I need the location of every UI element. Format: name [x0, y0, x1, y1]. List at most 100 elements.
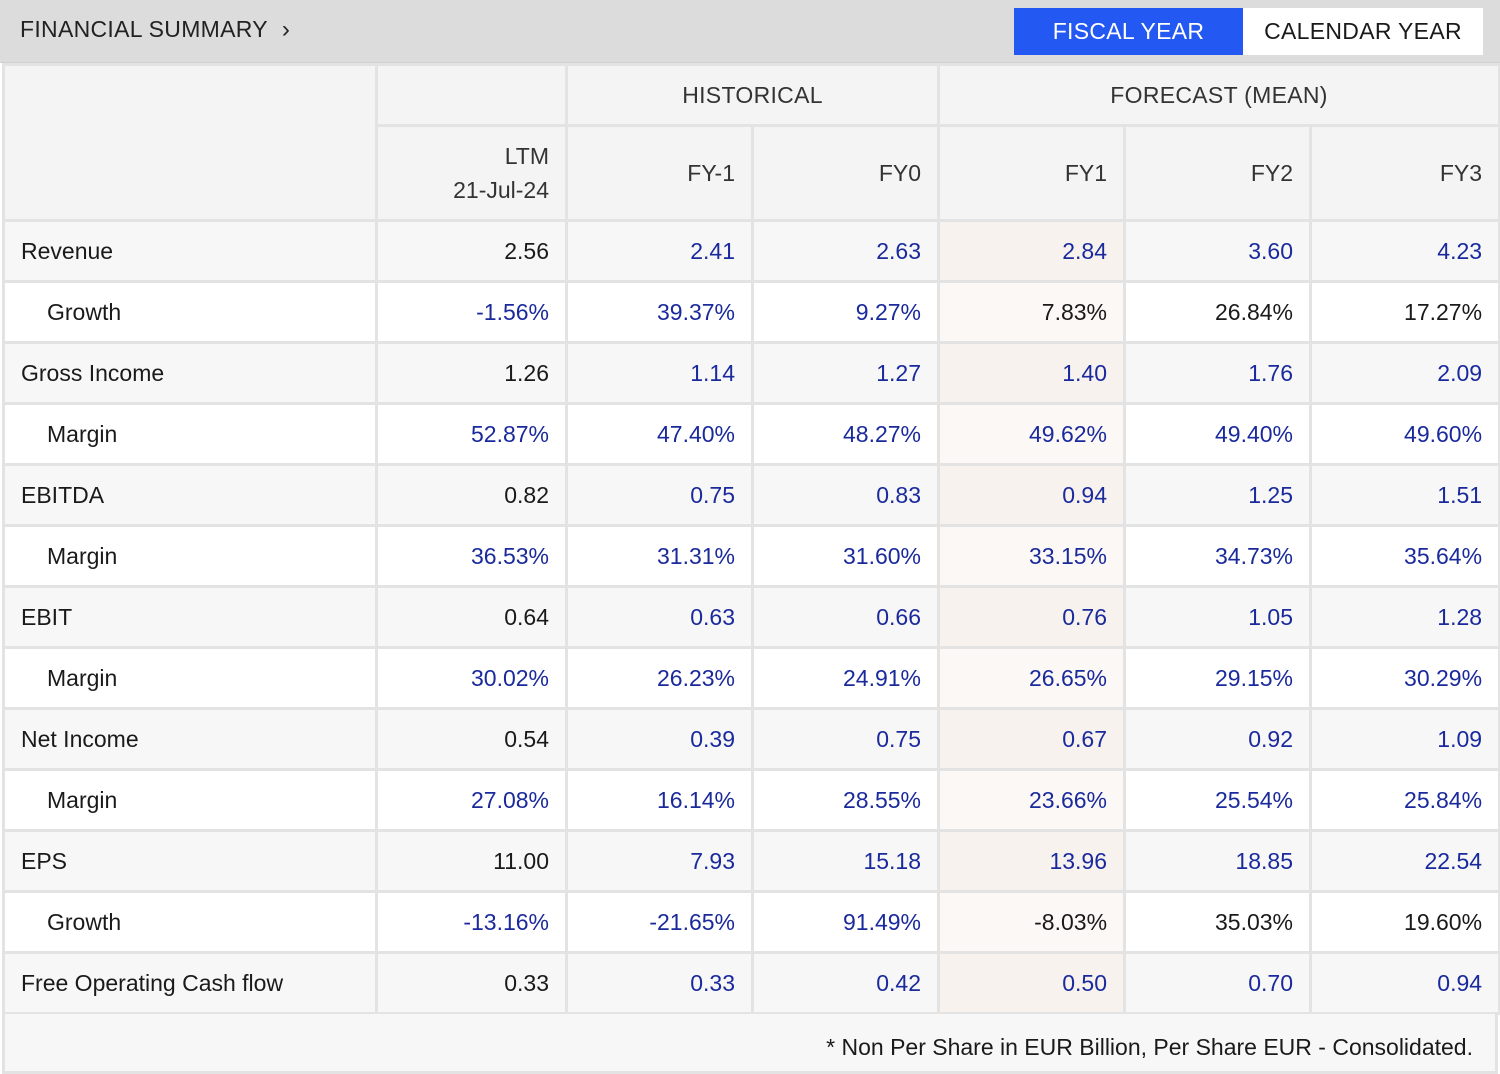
footnote: * Non Per Share in EUR Billion, Per Shar… — [826, 1034, 1473, 1060]
calendar-year-button[interactable]: CALENDAR YEAR — [1243, 8, 1483, 55]
cell-value: 15.18 — [750, 829, 941, 893]
cell-value: 0.76 — [937, 585, 1127, 649]
group-header-forecast: FORECAST (MEAN) — [937, 63, 1500, 127]
period-toggle: FISCAL YEAR CALENDAR YEAR — [1014, 8, 1483, 55]
table-row: EPS 11.00 7.93 15.18 13.96 18.85 22.54 — [2, 829, 1500, 893]
cell-value: 2.56 — [375, 219, 568, 283]
cell-value: 0.66 — [750, 585, 941, 649]
cell-value: 1.25 — [1123, 463, 1313, 527]
cell-value: 23.66% — [937, 768, 1127, 832]
cell-value: 28.55% — [750, 768, 941, 832]
cell-value: 3.60 — [1123, 219, 1313, 283]
financial-summary-header: FINANCIAL SUMMARY › FISCAL YEAR CALENDAR… — [0, 0, 1500, 63]
cell-value: 2.09 — [1309, 341, 1500, 405]
cell-value: 2.84 — [937, 219, 1127, 283]
table-row: Margin 30.02% 26.23% 24.91% 26.65% 29.15% 30.2… — [2, 646, 1500, 710]
cell-value: 49.60% — [1309, 402, 1500, 466]
cell-value: 1.40 — [937, 341, 1127, 405]
chevron-right-icon: › — [281, 15, 291, 43]
cell-value: 47.40% — [565, 402, 754, 466]
column-header-label: FY0 — [878, 160, 922, 186]
row-label: Net Income — [2, 707, 378, 771]
cell-value: 0.82 — [375, 463, 568, 527]
cell-value: 1.28 — [1309, 585, 1500, 649]
cell-value: 7.93 — [565, 829, 754, 893]
cell-value: 0.75 — [750, 707, 941, 771]
table-row: Net Income 0.54 0.39 0.75 0.67 0.92 1.09 — [2, 707, 1500, 771]
cell-value: 0.33 — [375, 951, 568, 1015]
cell-value: 17.27% — [1309, 280, 1500, 344]
cell-value: 34.73% — [1123, 524, 1313, 588]
cell-value: -21.65% — [565, 890, 754, 954]
fiscal-year-button[interactable]: FISCAL YEAR — [1014, 8, 1243, 55]
cell-value: 18.85 — [1123, 829, 1313, 893]
cell-value: 19.60% — [1309, 890, 1500, 954]
cell-value: 4.23 — [1309, 219, 1500, 283]
cell-value: 27.08% — [375, 768, 568, 832]
cell-value: 25.84% — [1309, 768, 1500, 832]
column-header-date: 21-Jul-24 — [453, 177, 549, 203]
cell-value: 16.14% — [565, 768, 754, 832]
column-header-label: FY3 — [1439, 160, 1483, 186]
cell-value: 48.27% — [750, 402, 941, 466]
cell-value: -1.56% — [375, 280, 568, 344]
cell-value: 1.09 — [1309, 707, 1500, 771]
table-row: EBITDA 0.82 0.75 0.83 0.94 1.25 1.51 — [2, 463, 1500, 527]
table-row: Margin 36.53% 31.31% 31.60% 33.15% 34.73% 35.6… — [2, 524, 1500, 588]
cell-value: 49.40% — [1123, 402, 1313, 466]
cell-value: 36.53% — [375, 524, 568, 588]
row-label: EBIT — [2, 585, 378, 649]
cell-value: 49.62% — [937, 402, 1127, 466]
column-header-fy3: FY3 — [1309, 124, 1500, 222]
column-header-fy0: FY0 — [750, 124, 941, 222]
cell-value: 13.96 — [937, 829, 1127, 893]
cell-value: -13.16% — [375, 890, 568, 954]
row-label: EPS — [2, 829, 378, 893]
table-row: Growth -1.56% 39.37% 9.27% 7.83% 26.84% 17.27% — [2, 280, 1500, 344]
cell-value: -8.03% — [937, 890, 1127, 954]
cell-value: 1.51 — [1309, 463, 1500, 527]
cell-value: 31.60% — [750, 524, 941, 588]
column-header-ltm: LTM 21-Jul-24 — [375, 124, 568, 222]
column-header-fy-1: FY-1 — [565, 124, 754, 222]
table-row: Revenue 2.56 2.41 2.63 2.84 3.60 4.23 — [2, 219, 1500, 283]
column-header-label: FY1 — [1064, 160, 1108, 186]
cell-value: 1.27 — [750, 341, 941, 405]
cell-value: 24.91% — [750, 646, 941, 710]
financial-summary-link[interactable]: FINANCIAL SUMMARY › — [20, 16, 290, 43]
table-row: Gross Income 1.26 1.14 1.27 1.40 1.76 2.09 — [2, 341, 1500, 405]
cell-value: 26.23% — [565, 646, 754, 710]
table-row: Growth -13.16% -21.65% 91.49% -8.03% 35.03% 19… — [2, 890, 1500, 954]
column-header-row: LTM 21-Jul-24 FY-1 FY0 FY1 FY2 FY3 — [4, 124, 1500, 222]
cell-value: 0.64 — [375, 585, 568, 649]
table-row: EBIT 0.64 0.63 0.66 0.76 1.05 1.28 — [2, 585, 1500, 649]
column-header-label: FY-1 — [687, 160, 735, 186]
cell-value: 2.41 — [565, 219, 754, 283]
row-label: Margin — [2, 646, 378, 710]
cell-value: 2.63 — [750, 219, 941, 283]
cell-value: 0.54 — [375, 707, 568, 771]
cell-value: 1.26 — [375, 341, 568, 405]
cell-value: 0.75 — [565, 463, 754, 527]
cell-value: 26.65% — [937, 646, 1127, 710]
row-label: Revenue — [2, 219, 378, 283]
column-header-label: LTM — [504, 143, 549, 169]
cell-value: 0.94 — [1309, 951, 1500, 1015]
table-row: Free Operating Cash flow 0.33 0.33 0.42 0.50… — [2, 951, 1500, 1015]
cell-value: 1.05 — [1123, 585, 1313, 649]
row-label: EBITDA — [2, 463, 378, 527]
column-header-fy1: FY1 — [937, 124, 1127, 222]
cell-value: 0.94 — [937, 463, 1127, 527]
cell-value: 0.70 — [1123, 951, 1313, 1015]
cell-value: 7.83% — [937, 280, 1127, 344]
header-title: FINANCIAL SUMMARY — [20, 16, 268, 42]
cell-value: 0.39 — [565, 707, 754, 771]
financial-summary-table: HISTORICAL FORECAST (MEAN) LTM 21-Jul-24 F… — [2, 63, 1500, 1015]
table-row: Margin 52.87% 47.40% 48.27% 49.62% 49.40% 49.6… — [2, 402, 1500, 466]
cell-value: 91.49% — [750, 890, 941, 954]
cell-value: 31.31% — [565, 524, 754, 588]
cell-value: 26.84% — [1123, 280, 1313, 344]
table-footer: * Non Per Share in EUR Billion, Per Shar… — [2, 1014, 1498, 1074]
cell-value: 0.33 — [565, 951, 754, 1015]
cell-value: 0.50 — [937, 951, 1127, 1015]
